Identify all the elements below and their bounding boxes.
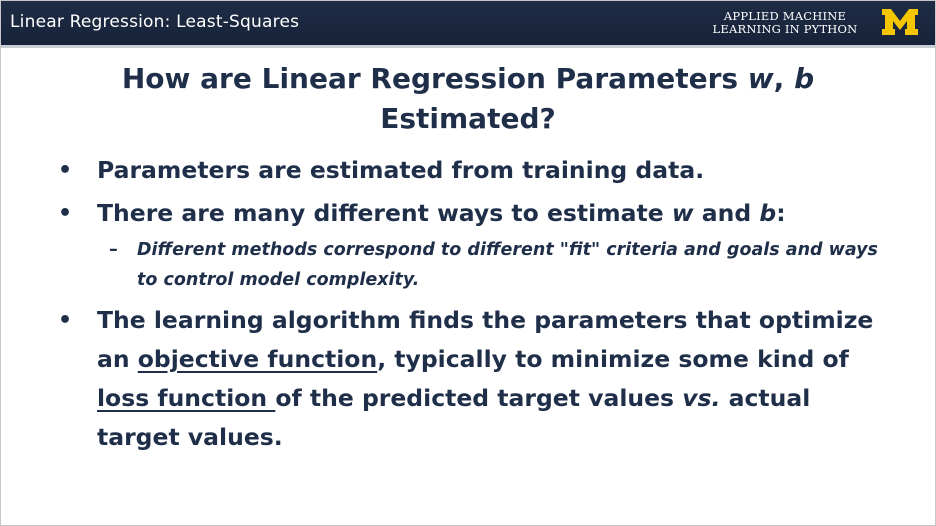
course-brand: APPLIED MACHINE LEARNING IN PYTHON bbox=[705, 10, 865, 36]
sub-bullet-marker: – bbox=[109, 240, 118, 260]
bullet-2-w: w bbox=[671, 199, 694, 227]
title-text-2: Estimated? bbox=[380, 102, 556, 135]
brand-line-2: LEARNING IN PYTHON bbox=[712, 22, 858, 36]
title-comma: , bbox=[773, 62, 795, 95]
bullet-text-1: Parameters are estimated from training d… bbox=[97, 156, 705, 184]
bullet-3-vs: vs. bbox=[682, 384, 721, 412]
bullet-text-3c: of the predicted target values bbox=[275, 384, 683, 412]
bullet-marker: • bbox=[58, 158, 73, 183]
sub-bullet-text-1: Different methods correspond to differen… bbox=[137, 240, 878, 290]
title-b: b bbox=[794, 62, 815, 95]
slide-title: How are Linear Regression Parameters w, … bbox=[61, 59, 875, 139]
title-text-1: How are Linear Regression Parameters bbox=[121, 62, 748, 95]
university-logo-icon bbox=[882, 9, 918, 35]
objective-function-term: objective function bbox=[137, 345, 378, 373]
bullet-text-3a: The learning algorithm finds the paramet… bbox=[97, 306, 874, 373]
course-section-title: Linear Regression: Least-Squares bbox=[10, 12, 300, 32]
bullet-marker: • bbox=[58, 308, 73, 333]
bullet-item-3: • The learning algorithm finds the param… bbox=[58, 301, 878, 457]
bullet-2-b: b bbox=[759, 199, 777, 227]
bullet-item-2: • There are many different ways to estim… bbox=[58, 194, 878, 233]
title-w: w bbox=[747, 62, 774, 95]
bullet-marker: • bbox=[58, 201, 73, 226]
loss-function-term: loss function bbox=[97, 384, 276, 412]
brand-line-1: APPLIED MACHINE bbox=[723, 9, 847, 23]
bullet-item-1: • Parameters are estimated from training… bbox=[58, 151, 878, 190]
sub-bullet-item-1: – Different methods correspond to differ… bbox=[58, 235, 878, 295]
bullet-2-and: and bbox=[693, 199, 760, 227]
bullet-text-3b: , typically to minimize some kind of bbox=[377, 345, 849, 373]
bullet-2-colon: : bbox=[776, 199, 786, 227]
bullet-list: • Parameters are estimated from training… bbox=[58, 151, 878, 461]
bullet-text-3d: actual target values. bbox=[97, 384, 811, 451]
bullet-text-2a: There are many different ways to estimat… bbox=[97, 199, 672, 227]
slide-header: Linear Regression: Least-Squares APPLIED… bbox=[1, 1, 935, 48]
